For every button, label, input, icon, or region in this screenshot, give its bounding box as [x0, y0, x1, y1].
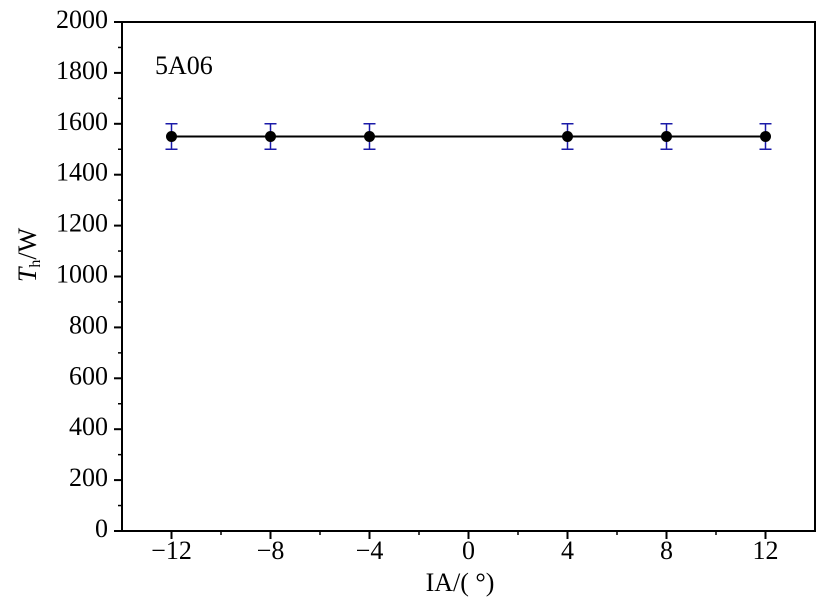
y-tick-label: 800 — [69, 310, 108, 339]
x-tick-label: −12 — [151, 536, 192, 565]
x-axis-label: IA/( °) — [426, 568, 495, 597]
x-tick-label: 0 — [462, 536, 475, 565]
y-tick-label: 0 — [95, 514, 108, 543]
y-axis-label: Th/W — [13, 227, 44, 282]
y-label-subscript: h — [27, 260, 44, 268]
data-point — [661, 131, 672, 143]
y-tick-label: 1600 — [56, 107, 108, 136]
y-tick-label: 1200 — [56, 209, 108, 238]
y-tick-label: 2000 — [56, 5, 108, 34]
plot-frame — [121, 21, 816, 532]
y-tick-label: 1800 — [56, 56, 108, 85]
y-tick-label: 600 — [69, 361, 108, 390]
data-point — [364, 131, 375, 143]
y-tick-label: 1400 — [56, 158, 108, 187]
data-point — [760, 131, 771, 143]
y-label-unit: /W — [13, 227, 42, 259]
data-point — [265, 131, 276, 143]
x-tick-label: −8 — [257, 536, 285, 565]
y-tick-label: 200 — [69, 463, 108, 492]
annotation: 5A06 — [155, 51, 213, 80]
y-tick-label: 1000 — [56, 259, 108, 288]
x-tick-label: 4 — [561, 536, 574, 565]
x-tick-label: 12 — [753, 536, 779, 565]
y-tick-label: 400 — [69, 412, 108, 441]
x-tick-label: −4 — [356, 536, 384, 565]
data-point — [562, 131, 573, 143]
x-tick-label: 8 — [660, 536, 673, 565]
data-point — [166, 131, 177, 143]
y-label-symbol: T — [13, 266, 42, 282]
